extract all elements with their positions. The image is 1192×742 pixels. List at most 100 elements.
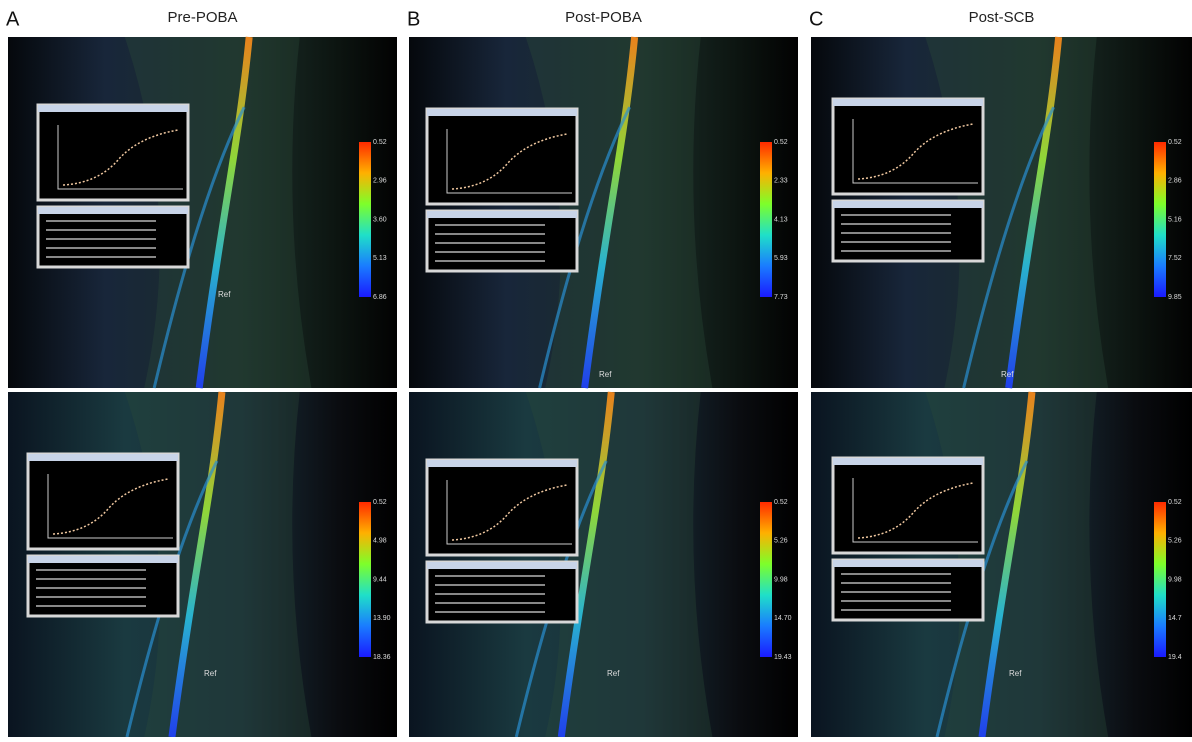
results-titlebar [427, 562, 577, 569]
colorbar-label: 5.13 [373, 255, 387, 262]
angiogram: 0.52 5.26 9.98 14.7 19.4 Ref [811, 391, 1192, 738]
panel-letter: A [6, 8, 20, 30]
results-row [36, 587, 146, 589]
graph-window [26, 452, 180, 551]
ref-label: Ref [1001, 370, 1014, 379]
colorbar-label: 3.60 [373, 216, 387, 223]
vessel-branch [962, 106, 1055, 389]
colorbar-label: 5.26 [1168, 538, 1182, 545]
colorbar-label: 19.43 [774, 654, 792, 661]
results-row [435, 260, 545, 262]
colorbar-label: 14.70 [774, 615, 792, 622]
results-row [841, 241, 951, 243]
graph-axes [446, 480, 572, 545]
results-titlebar [28, 556, 178, 563]
colorbar-label: 0.52 [1168, 139, 1182, 146]
colorbar-label: 0.52 [774, 139, 788, 146]
panel-title: Post-POBA [565, 9, 642, 26]
results-row [841, 600, 951, 602]
angiogram: 0.52 5.26 9.98 14.70 19.43 Ref [409, 391, 798, 738]
results-titlebar [833, 201, 983, 208]
graph-axes [57, 125, 183, 190]
results-row [435, 251, 545, 253]
colorbar-label: 2.86 [1168, 178, 1182, 185]
angiogram: 0.52 2.86 5.16 7.52 9.85 Ref [811, 36, 1192, 389]
results-row [841, 250, 951, 252]
ref-label: Ref [607, 669, 620, 678]
colorbar-label: 4.98 [373, 538, 387, 545]
results-titlebar [427, 211, 577, 218]
panel-letter: B [407, 8, 420, 30]
results-row [435, 233, 545, 235]
results-row [841, 214, 951, 216]
colorbar-label: 5.93 [774, 255, 788, 262]
intensity-curve [52, 478, 169, 535]
results-row [841, 591, 951, 593]
results-row [435, 584, 545, 586]
ref-label: Ref [1009, 669, 1022, 678]
graph-axes [47, 474, 173, 539]
panel-title: Post-SCB [969, 9, 1035, 26]
panel-title: Pre-POBA [167, 9, 237, 26]
results-row [36, 605, 146, 607]
vessel [581, 36, 639, 389]
results-row [46, 256, 156, 258]
graph-window [831, 456, 985, 555]
results-row [46, 229, 156, 231]
graph-titlebar [28, 454, 178, 461]
colorbar-label: 14.7 [1168, 615, 1182, 622]
colorbar-label: 19.4 [1168, 654, 1182, 661]
colorbar [1154, 502, 1166, 657]
intensity-curve [857, 123, 974, 180]
graph-titlebar [38, 105, 188, 112]
colorbar-label: 6.86 [373, 294, 387, 301]
angiogram: 0.52 2.96 3.60 5.13 6.86 Ref [8, 36, 397, 389]
results-row [841, 582, 951, 584]
colorbar [1154, 142, 1166, 297]
graph-window [831, 97, 985, 196]
results-row [36, 596, 146, 598]
intensity-curve [857, 482, 974, 539]
colorbar-label: 7.52 [1168, 255, 1182, 262]
results-row [46, 247, 156, 249]
colorbar-label: 9.85 [1168, 294, 1182, 301]
angiogram: 0.52 2.33 4.13 5.93 7.73 Ref [409, 36, 798, 389]
vessel-branch [152, 106, 246, 389]
results-titlebar [38, 207, 188, 214]
intensity-curve [451, 133, 568, 190]
ref-label: Ref [218, 290, 231, 299]
angiogram: 0.52 4.98 9.44 13.90 18.36 Ref [8, 391, 397, 738]
colorbar-label: 5.26 [774, 538, 788, 545]
vessel-branch [538, 106, 631, 389]
graph-titlebar [833, 458, 983, 465]
colorbar [359, 142, 371, 297]
results-titlebar [833, 560, 983, 567]
graph-axes [446, 129, 572, 194]
colorbar-label: 9.98 [1168, 576, 1182, 583]
results-row [841, 223, 951, 225]
colorbar [760, 142, 772, 297]
vessel [978, 391, 1036, 738]
results-row [46, 220, 156, 222]
colorbar-label: 9.44 [373, 576, 387, 583]
graph-axes [852, 478, 978, 543]
colorbar-label: 0.52 [373, 499, 387, 506]
results-row [36, 578, 146, 580]
intensity-curve [451, 484, 568, 541]
colorbar-label: 2.33 [774, 178, 788, 185]
results-row [841, 232, 951, 234]
graph-axes [852, 119, 978, 184]
colorbar [359, 502, 371, 657]
results-row [435, 242, 545, 244]
results-row [435, 602, 545, 604]
ref-label: Ref [599, 370, 612, 379]
panel-letter: C [809, 8, 823, 30]
results-row [435, 575, 545, 577]
results-row [435, 224, 545, 226]
graph-titlebar [427, 109, 577, 116]
vessel [557, 391, 615, 738]
colorbar-label: 0.52 [373, 139, 387, 146]
colorbar-label: 5.16 [1168, 216, 1182, 223]
graph-titlebar [427, 460, 577, 467]
colorbar-label: 9.98 [774, 576, 788, 583]
